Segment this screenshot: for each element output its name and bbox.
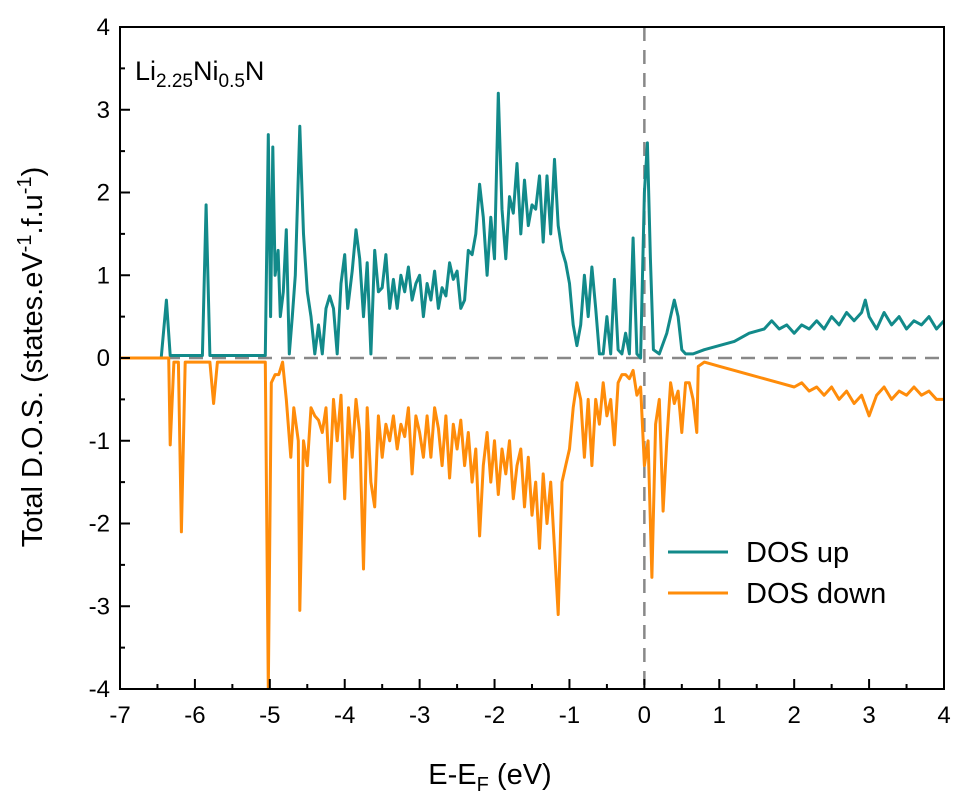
x-tick-label: -6 — [184, 702, 205, 729]
x-tick-label: -5 — [259, 702, 280, 729]
y-axis-label-sup2: -1 — [14, 176, 36, 194]
composition-part-0: Li — [135, 56, 156, 86]
x-tick-label: -4 — [334, 702, 355, 729]
legend-label-dos-up: DOS up — [746, 537, 849, 569]
x-axis-label: E-EF (eV) — [428, 759, 551, 796]
legend-label-dos-down: DOS down — [746, 578, 886, 610]
x-tick-label: 1 — [713, 702, 726, 729]
x-tick-label: -7 — [109, 702, 130, 729]
x-tick-label: -3 — [409, 702, 430, 729]
legend: DOS up DOS down — [668, 537, 886, 610]
series-line-dos-up — [120, 91, 944, 360]
series-group — [120, 91, 944, 689]
x-axis: -7 -6 -5 -4 -3 -2 -1 0 1 2 3 4 — [109, 679, 951, 729]
x-axis-label-tail: (eV) — [489, 759, 552, 791]
y-axis-label-main: Total D.O.S. (states.eV — [17, 252, 49, 548]
x-tick-label: 0 — [638, 702, 651, 729]
y-axis-label-sup1: -1 — [14, 235, 36, 253]
y-tick-label: 3 — [97, 97, 110, 124]
x-tick-label: -2 — [484, 702, 505, 729]
reference-lines — [120, 27, 944, 689]
x-tick-label: 3 — [862, 702, 875, 729]
composition-part-4: N — [245, 56, 265, 86]
y-axis-label-tail: ) — [17, 167, 49, 177]
y-tick-label: 1 — [97, 262, 110, 289]
y-tick-label: 0 — [97, 345, 110, 372]
x-tick-label: 2 — [788, 702, 801, 729]
y-axis-label-mid: .f.u — [17, 194, 49, 234]
y-tick-label: -1 — [89, 428, 110, 455]
composition-part-1: 2.25 — [156, 71, 193, 92]
y-tick-label: 4 — [97, 14, 110, 41]
composition-label: Li2.25Ni0.5N — [135, 56, 264, 92]
composition-part-2: Ni — [193, 56, 219, 86]
y-tick-label: -2 — [89, 511, 110, 538]
x-axis-label-sub: F — [477, 774, 489, 796]
y-axis-label: Total D.O.S. (states.eV-1.f.u-1) — [14, 167, 49, 548]
x-tick-label: -1 — [559, 702, 580, 729]
series-line-dos-down — [120, 356, 944, 689]
y-tick-label: 2 — [97, 180, 110, 207]
x-axis-label-main: E-E — [428, 759, 476, 791]
y-tick-label: -4 — [89, 676, 110, 703]
composition-part-3: 0.5 — [219, 71, 245, 92]
y-tick-label: -3 — [89, 593, 110, 620]
y-axis: -4 -3 -2 -1 0 1 2 3 4 — [89, 14, 130, 703]
x-tick-label: 4 — [937, 702, 950, 729]
